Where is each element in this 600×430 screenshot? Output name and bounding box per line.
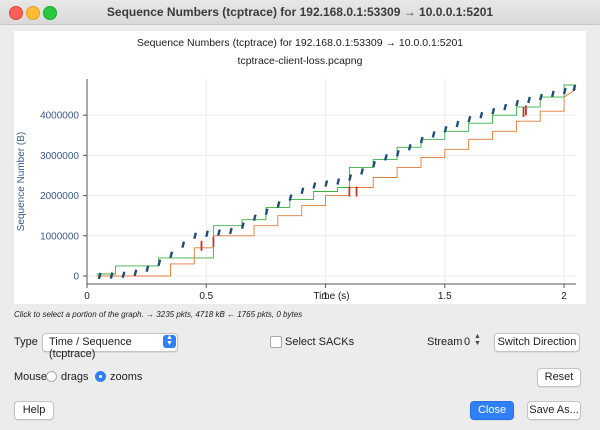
data-segment bbox=[97, 272, 102, 280]
graph-plot[interactable]: Sequence Numbers (tcptrace) for 192.168.… bbox=[14, 31, 586, 304]
data-segment bbox=[431, 131, 436, 138]
type-label: Type bbox=[14, 336, 38, 348]
select-sacks-checkbox[interactable] bbox=[270, 336, 282, 348]
drags-label: drags bbox=[61, 371, 89, 383]
data-segment bbox=[169, 251, 174, 258]
data-segment bbox=[360, 168, 364, 175]
reset-button[interactable]: Reset bbox=[537, 368, 581, 387]
y-tick-label: 1000000 bbox=[40, 231, 79, 242]
data-segment bbox=[515, 99, 520, 107]
window-minimize-icon[interactable] bbox=[26, 6, 40, 20]
data-segment bbox=[467, 115, 472, 123]
data-segment bbox=[479, 111, 484, 119]
window-zoom-icon[interactable] bbox=[43, 6, 57, 20]
stream-stepper-icon[interactable]: ▲ ▼ bbox=[474, 333, 481, 347]
data-segment bbox=[336, 178, 341, 185]
help-button[interactable]: Help bbox=[14, 401, 54, 420]
data-segment bbox=[157, 259, 162, 266]
data-segment bbox=[372, 160, 376, 168]
chart-title: Sequence Numbers (tcptrace) for 192.168.… bbox=[137, 37, 463, 49]
status-text: Click to select a portion of the graph. … bbox=[14, 310, 303, 319]
data-segment bbox=[384, 154, 388, 161]
data-segment bbox=[443, 125, 448, 133]
data-segment bbox=[181, 241, 186, 248]
sequence-chart[interactable]: Sequence Numbers (tcptrace) for 192.168.… bbox=[14, 31, 586, 304]
select-sacks-label: Select SACKs bbox=[285, 336, 355, 348]
data-segment bbox=[288, 194, 293, 201]
data-segment bbox=[419, 136, 424, 144]
data-segment bbox=[109, 272, 114, 279]
data-segment bbox=[550, 90, 555, 98]
titlebar[interactable]: Sequence Numbers (tcptrace) for 192.168.… bbox=[0, 0, 600, 25]
x-axis-label: Time (s) bbox=[313, 291, 349, 302]
data-segment bbox=[562, 87, 567, 95]
data-segment bbox=[121, 271, 126, 279]
mouse-label: Mouse bbox=[14, 371, 48, 383]
data-segment bbox=[228, 227, 233, 235]
data-segment bbox=[348, 174, 353, 181]
data-segment bbox=[395, 150, 400, 157]
series-window-line bbox=[96, 84, 576, 275]
chevron-updown-icon: ▲ ▼ bbox=[163, 334, 176, 348]
y-tick-label: 3000000 bbox=[40, 151, 79, 162]
stream-input[interactable]: 0 bbox=[464, 336, 471, 348]
data-segment bbox=[217, 229, 221, 236]
y-axis-label: Sequence Number (B) bbox=[16, 132, 27, 232]
y-tick-label: 0 bbox=[73, 271, 79, 282]
type-select[interactable]: Time / Sequence (tcptrace) ▲ ▼ bbox=[42, 333, 178, 360]
data-segment bbox=[252, 214, 257, 221]
data-segment bbox=[264, 208, 269, 215]
data-segment bbox=[240, 222, 245, 230]
chart-subtitle: tcptrace-client-loss.pcapng bbox=[238, 55, 363, 67]
window-title: Sequence Numbers (tcptrace) for 192.168.… bbox=[106, 5, 494, 19]
x-tick-label: 1.5 bbox=[438, 291, 452, 302]
data-segment bbox=[145, 265, 150, 273]
type-select-value: Time / Sequence (tcptrace) bbox=[49, 336, 132, 360]
data-segment bbox=[503, 103, 508, 111]
window-close-icon[interactable] bbox=[9, 6, 23, 20]
data-segment bbox=[527, 96, 531, 104]
switch-direction-button[interactable]: Switch Direction bbox=[494, 333, 580, 352]
data-segment bbox=[205, 230, 209, 238]
zooms-radio[interactable] bbox=[95, 371, 106, 382]
zooms-label: zooms bbox=[110, 371, 143, 383]
data-segment bbox=[455, 120, 460, 128]
x-tick-label: 0 bbox=[84, 291, 90, 302]
x-tick-label: 2 bbox=[561, 291, 567, 302]
data-segment bbox=[407, 144, 412, 151]
data-segment bbox=[491, 107, 496, 115]
y-tick-label: 4000000 bbox=[40, 111, 79, 122]
data-segment bbox=[133, 269, 138, 277]
data-segment bbox=[300, 187, 305, 195]
save-as-button[interactable]: Save As... bbox=[527, 401, 581, 420]
data-segment bbox=[539, 93, 543, 101]
data-segment bbox=[276, 201, 281, 208]
data-segment bbox=[572, 84, 577, 92]
close-button[interactable]: Close bbox=[470, 401, 514, 420]
data-segment bbox=[193, 232, 198, 240]
data-segment bbox=[324, 180, 329, 187]
series-ack-line bbox=[96, 88, 577, 277]
x-tick-label: 1 bbox=[323, 291, 329, 302]
data-segment bbox=[312, 182, 317, 189]
stream-label: Stream bbox=[427, 336, 463, 348]
drags-radio[interactable] bbox=[46, 371, 57, 382]
y-tick-label: 2000000 bbox=[40, 191, 79, 202]
x-tick-label: 0.5 bbox=[199, 291, 213, 302]
